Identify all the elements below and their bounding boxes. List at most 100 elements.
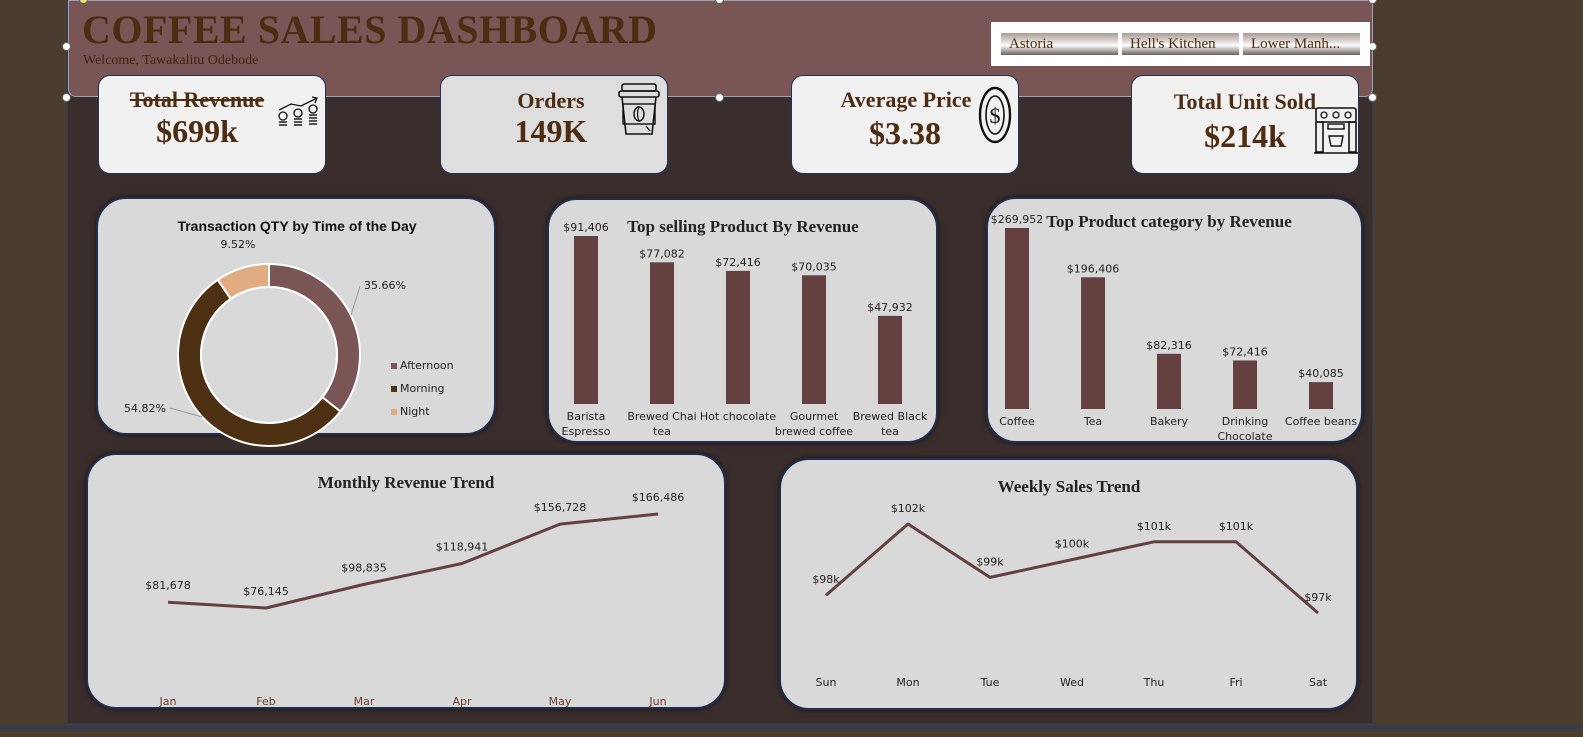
- bar[interactable]: [1157, 353, 1181, 409]
- chart-panel-weekly-sales[interactable]: Weekly Sales Trend $98k Sun $102k Mon $99k Tue…: [779, 458, 1358, 710]
- category-label: Coffee beans: [1285, 415, 1357, 428]
- data-label: $118,941: [436, 540, 489, 553]
- legend-swatch: [391, 409, 397, 415]
- weekly-sales-line-chart: Weekly Sales Trend $98k Sun $102k Mon $99k Tue…: [812, 477, 1332, 689]
- chart-title: Transaction QTY by Time of the Day: [177, 218, 416, 234]
- category-label: Sun: [816, 676, 837, 689]
- kpi-card-orders[interactable]: Orders 149K: [440, 75, 668, 174]
- resize-handle-bottom-mid[interactable]: [715, 93, 724, 102]
- data-label: 35.66%: [364, 279, 406, 292]
- data-label: $102k: [891, 502, 926, 515]
- category-label: Barista: [567, 410, 606, 423]
- data-label: $40,085: [1298, 367, 1344, 380]
- category-label: Mon: [896, 676, 919, 689]
- data-label: $81,678: [145, 579, 191, 592]
- chart-panel-top-category[interactable]: Top Product category by Revenue $269,952 C…: [986, 197, 1363, 443]
- kpi-value: $699k: [156, 113, 238, 149]
- category-label: tea: [653, 425, 671, 438]
- data-label: $91,406: [563, 221, 609, 234]
- kpi-card-total-revenue[interactable]: Total Revenue $699k: [98, 75, 326, 174]
- chart-panel-monthly-revenue[interactable]: Monthly Revenue Trend $81,678 Jan $76,145 Fe…: [86, 453, 726, 709]
- data-label: $70,035: [791, 260, 837, 273]
- donut-inner-ring: [200, 286, 338, 424]
- bar[interactable]: [1081, 277, 1105, 409]
- sheet-bottom-border: [0, 726, 1583, 729]
- resize-handle-bottom-left[interactable]: [62, 93, 71, 102]
- legend-item: Morning: [400, 382, 445, 395]
- category-label: Tea: [1083, 415, 1102, 428]
- chart-panel-top-products[interactable]: Top selling Product By Revenue $91,406 Bar…: [547, 198, 938, 443]
- monthly-revenue-line-chart: Monthly Revenue Trend $81,678 Jan $76,145 Fe…: [145, 473, 685, 708]
- category-label: Gourmet: [790, 410, 839, 423]
- resize-handle-mid-left[interactable]: [62, 42, 71, 51]
- category-label: Sat: [1309, 676, 1328, 689]
- data-label: 9.52%: [221, 238, 256, 251]
- kpi-label: Orders: [517, 88, 585, 113]
- kpi-label: Total Revenue: [129, 87, 265, 112]
- series-line[interactable]: [825, 522, 1319, 615]
- kpi-card-total-unit-sold[interactable]: Total Unit Sold $214k: [1131, 75, 1359, 174]
- page-title: COFFEE SALES DASHBOARD: [82, 7, 658, 52]
- data-label: $100k: [1055, 538, 1090, 551]
- chart-title: Monthly Revenue Trend: [318, 473, 495, 492]
- category-label: Brewed Chai: [627, 410, 696, 423]
- category-label: tea: [881, 425, 899, 438]
- resize-handle-bottom-right[interactable]: [1368, 93, 1377, 102]
- leader-line: [350, 285, 361, 316]
- slicer-item-lower-manhattan[interactable]: Lower Manh...: [1243, 33, 1360, 55]
- legend-item: Afternoon: [400, 359, 454, 372]
- bar[interactable]: [574, 236, 598, 404]
- category-label: Drinking: [1222, 415, 1268, 428]
- donut-chart: Transaction QTY by Time of the Day 35.66%…: [124, 218, 454, 447]
- kpi-value: $214k: [1204, 118, 1286, 154]
- leader-line: [169, 407, 203, 418]
- category-label: May: [549, 695, 572, 708]
- data-label: $76,145: [243, 585, 289, 598]
- category-label: Hot chocolate: [700, 410, 776, 423]
- coffee-cup-icon: [618, 83, 660, 135]
- kpi-label: Average Price: [840, 87, 972, 112]
- bar[interactable]: [650, 262, 674, 404]
- data-label: $77,082: [639, 247, 685, 260]
- slicer-item-hells-kitchen[interactable]: Hell's Kitchen: [1122, 33, 1239, 55]
- chart-title: Top selling Product By Revenue: [627, 217, 859, 236]
- data-label: $101k: [1137, 520, 1172, 533]
- data-label: $47,932: [867, 301, 913, 314]
- category-label: Apr: [452, 695, 472, 708]
- category-label: Coffee: [999, 415, 1035, 428]
- dollar-coin-icon: $: [978, 86, 1012, 144]
- data-label: $98,835: [341, 561, 387, 574]
- data-label: $269,952: [991, 213, 1044, 226]
- data-label: $101k: [1219, 520, 1254, 533]
- resize-handle-top-right[interactable]: [1368, 0, 1377, 4]
- bar[interactable]: [726, 270, 750, 404]
- category-label: Wed: [1060, 676, 1084, 689]
- top-category-bar-chart: Top Product category by Revenue$269,952 C…: [991, 212, 1358, 443]
- legend-item: Night: [400, 405, 430, 418]
- bar[interactable]: [1005, 228, 1029, 409]
- bar[interactable]: [802, 275, 826, 404]
- top-products-bar-chart: Top selling Product By Revenue $91,406 Bar…: [562, 217, 928, 438]
- data-label: $97k: [1304, 591, 1332, 604]
- bar[interactable]: [1309, 382, 1333, 409]
- category-label: Espresso: [562, 425, 611, 438]
- category-label: Mar: [354, 695, 375, 708]
- data-label: $166,486: [632, 491, 685, 504]
- category-label: Fri: [1229, 676, 1242, 689]
- category-label: Tue: [980, 676, 1000, 689]
- bar[interactable]: [878, 315, 902, 404]
- chart-title: Weekly Sales Trend: [998, 477, 1141, 496]
- kpi-card-average-price[interactable]: Average Price $3.38 $: [791, 75, 1019, 174]
- data-label: $98k: [812, 573, 840, 586]
- slicer-item-astoria[interactable]: Astoria: [1001, 33, 1118, 55]
- donut-slice-afternoon[interactable]: [268, 262, 361, 413]
- data-label: 54.82%: [124, 402, 166, 415]
- category-label: Jun: [648, 695, 666, 708]
- data-label: $196,406: [1067, 262, 1120, 275]
- series-line[interactable]: [167, 512, 659, 610]
- store-location-slicer: Astoria Hell's Kitchen Lower Manh...: [991, 22, 1370, 66]
- data-label: $72,416: [1222, 345, 1268, 358]
- data-label: $82,316: [1146, 339, 1192, 352]
- chart-panel-transaction-qty[interactable]: Transaction QTY by Time of the Day 35.66%…: [96, 197, 496, 447]
- bar[interactable]: [1233, 360, 1257, 409]
